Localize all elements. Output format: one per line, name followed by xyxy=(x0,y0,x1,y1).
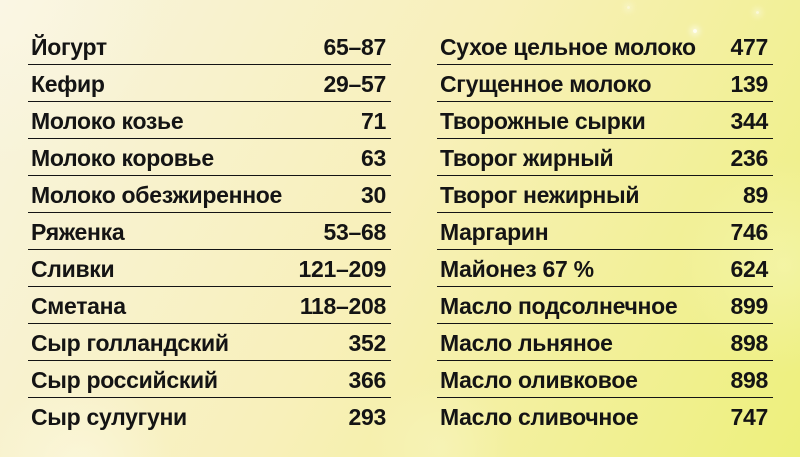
item-name: Сгущенное молоко xyxy=(440,70,652,97)
item-value: 118–208 xyxy=(299,292,386,319)
table-row: Сыр голландский 352 xyxy=(28,324,391,361)
item-value: 898 xyxy=(730,329,769,356)
table-row: Кефир 29–57 xyxy=(28,65,391,102)
item-value: 747 xyxy=(730,404,769,430)
item-name: Ряженка xyxy=(31,218,125,245)
item-name: Сливки xyxy=(31,255,115,282)
table-row: Творожные сырки 344 xyxy=(437,102,773,139)
item-name: Творожные сырки xyxy=(440,107,646,134)
table-column-left: Йогурт 65–87 Кефир 29–57 Молоко козье 71… xyxy=(28,28,391,435)
item-name: Сыр сулугуни xyxy=(31,404,187,430)
item-name: Масло оливковое xyxy=(440,366,638,393)
item-name: Кефир xyxy=(31,70,105,97)
table-row: Масло оливковое 898 xyxy=(437,361,773,398)
item-value: 746 xyxy=(730,218,769,245)
item-value: 899 xyxy=(730,292,769,319)
item-value: 29–57 xyxy=(323,70,387,97)
table-row: Молоко козье 71 xyxy=(28,102,391,139)
item-name: Йогурт xyxy=(31,33,107,60)
item-value: 352 xyxy=(348,329,387,356)
item-value: 63 xyxy=(361,144,386,171)
sparkle-highlight xyxy=(627,6,630,9)
table-row: Сыр российский 366 xyxy=(28,361,391,398)
item-value: 89 xyxy=(743,181,768,208)
item-value: 898 xyxy=(730,366,769,393)
item-value: 477 xyxy=(730,33,769,60)
item-value: 236 xyxy=(730,144,769,171)
table-row: Сгущенное молоко 139 xyxy=(437,65,773,102)
table-row: Масло сливочное 747 xyxy=(437,398,773,435)
item-name: Молоко обезжиренное xyxy=(31,181,283,208)
table-column-right: Сухое цельное молоко 477 Сгущенное молок… xyxy=(437,28,773,435)
table-row: Творог нежирный 89 xyxy=(437,176,773,213)
item-value: 624 xyxy=(730,255,769,282)
item-name: Майонез 67 % xyxy=(440,255,594,282)
item-value: 139 xyxy=(730,70,769,97)
item-value: 30 xyxy=(361,181,386,208)
calorie-table: Йогурт 65–87 Кефир 29–57 Молоко козье 71… xyxy=(28,28,773,435)
item-name: Творог нежирный xyxy=(440,181,640,208)
table-row: Молоко коровье 63 xyxy=(28,139,391,176)
sparkle-highlight xyxy=(756,11,759,14)
item-value: 344 xyxy=(730,107,769,134)
item-name: Сухое цельное молоко xyxy=(440,33,696,60)
table-row: Сухое цельное молоко 477 xyxy=(437,28,773,65)
item-name: Молоко коровье xyxy=(31,144,214,171)
table-row: Сыр сулугуни 293 xyxy=(28,398,391,435)
item-name: Масло подсолнечное xyxy=(440,292,678,319)
item-name: Маргарин xyxy=(440,218,549,245)
item-value: 366 xyxy=(348,366,387,393)
sparkle-highlight xyxy=(693,29,697,33)
item-value: 71 xyxy=(361,107,386,134)
item-name: Молоко козье xyxy=(31,107,184,134)
item-value: 293 xyxy=(348,404,387,430)
item-value: 65–87 xyxy=(323,33,387,60)
table-row: Ряженка 53–68 xyxy=(28,213,391,250)
table-row: Масло подсолнечное 899 xyxy=(437,287,773,324)
item-name: Сыр голландский xyxy=(31,329,229,356)
item-name: Масло льняное xyxy=(440,329,613,356)
table-row: Йогурт 65–87 xyxy=(28,28,391,65)
item-value: 121–209 xyxy=(298,255,387,282)
item-name: Масло сливочное xyxy=(440,404,639,430)
table-row: Маргарин 746 xyxy=(437,213,773,250)
table-row: Сметана 118–208 xyxy=(28,287,391,324)
item-name: Творог жирный xyxy=(440,144,614,171)
table-row: Майонез 67 % 624 xyxy=(437,250,773,287)
item-value: 53–68 xyxy=(323,218,387,245)
table-row: Сливки 121–209 xyxy=(28,250,391,287)
table-row: Молоко обезжиренное 30 xyxy=(28,176,391,213)
item-name: Сыр российский xyxy=(31,366,218,393)
table-row: Творог жирный 236 xyxy=(437,139,773,176)
item-name: Сметана xyxy=(31,292,126,319)
table-row: Масло льняное 898 xyxy=(437,324,773,361)
